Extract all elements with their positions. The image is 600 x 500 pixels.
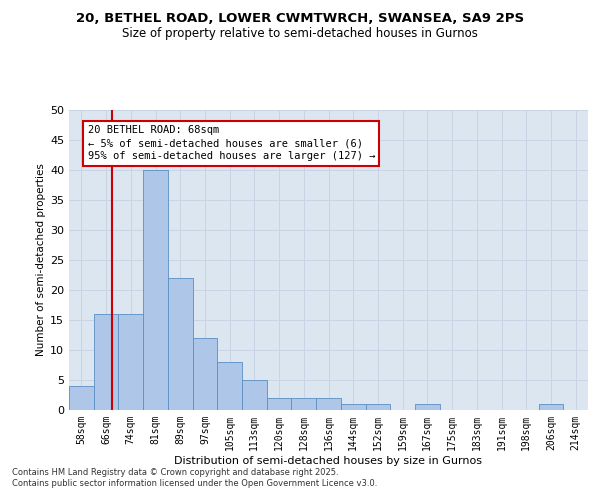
Text: 20 BETHEL ROAD: 68sqm
← 5% of semi-detached houses are smaller (6)
95% of semi-d: 20 BETHEL ROAD: 68sqm ← 5% of semi-detac… (88, 125, 375, 162)
Text: Size of property relative to semi-detached houses in Gurnos: Size of property relative to semi-detach… (122, 28, 478, 40)
Bar (341, 404, 365, 410)
Bar (168, 278, 193, 410)
Bar (539, 404, 563, 410)
Bar (143, 170, 168, 410)
Text: Contains HM Land Registry data © Crown copyright and database right 2025.
Contai: Contains HM Land Registry data © Crown c… (12, 468, 377, 487)
Bar (242, 380, 267, 410)
Bar (217, 362, 242, 410)
Bar (292, 398, 316, 410)
Bar (69, 386, 94, 410)
Bar (316, 398, 341, 410)
Bar (365, 404, 390, 410)
X-axis label: Distribution of semi-detached houses by size in Gurnos: Distribution of semi-detached houses by … (175, 456, 482, 466)
Y-axis label: Number of semi-detached properties: Number of semi-detached properties (36, 164, 46, 356)
Bar (267, 398, 292, 410)
Bar (94, 314, 118, 410)
Text: 20, BETHEL ROAD, LOWER CWMTWRCH, SWANSEA, SA9 2PS: 20, BETHEL ROAD, LOWER CWMTWRCH, SWANSEA… (76, 12, 524, 26)
Bar (118, 314, 143, 410)
Bar (193, 338, 217, 410)
Bar (415, 404, 440, 410)
